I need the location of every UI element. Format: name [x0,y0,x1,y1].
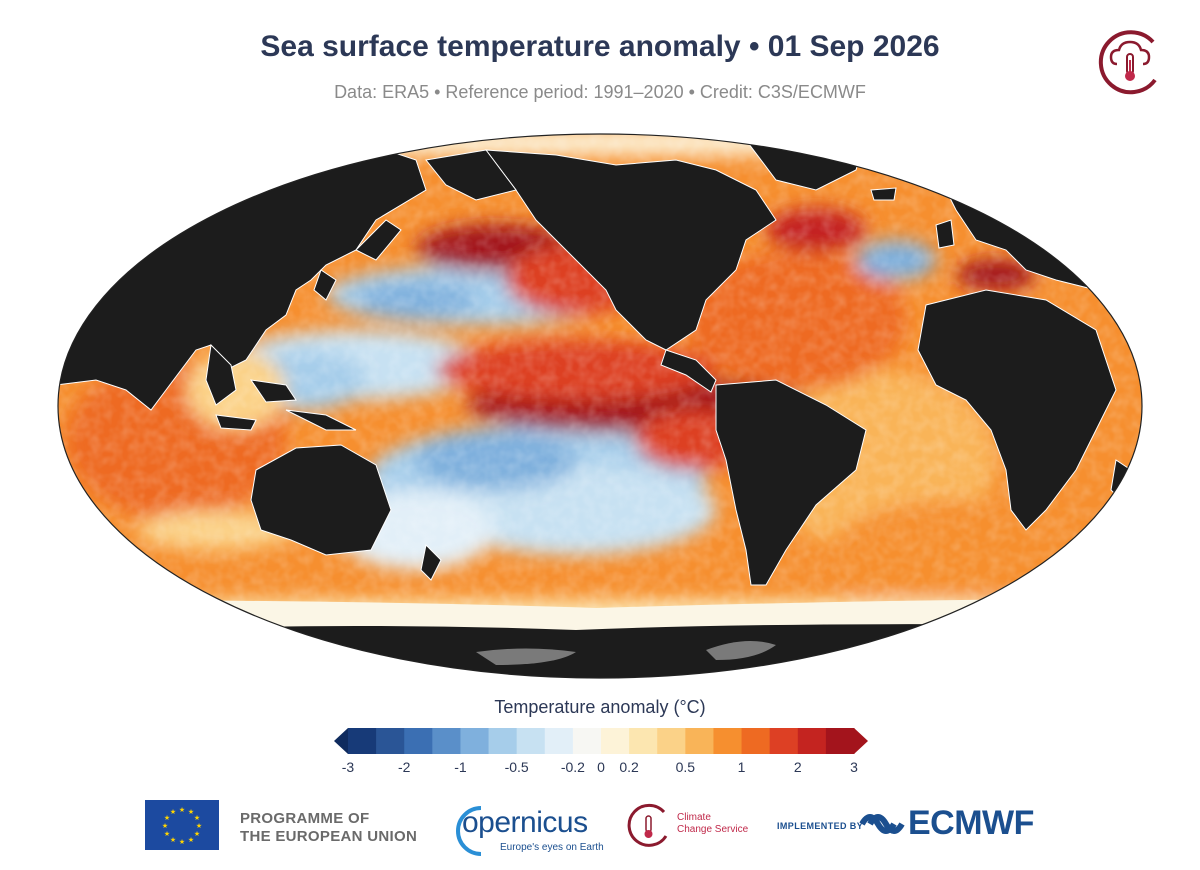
colorbar-tick-label: 0 [597,759,605,775]
svg-text:★: ★ [188,808,194,816]
colorbar-tick-label: 2 [793,759,802,775]
copernicus-logo-icon [456,806,482,856]
colorbar-swatch [797,728,827,754]
colorbar-swatch [713,728,743,754]
colorbar-tick-label: -2 [397,759,411,775]
colorbar-tick-label: 1 [737,759,746,775]
colorbar-tick-label: -0.5 [504,759,529,775]
implemented-by-text: IMPLEMENTED BY [777,821,864,831]
climate-change-service-logo-icon [627,803,668,847]
colorbar-tick-label: -1 [454,759,467,775]
colorbar-extend-low [334,728,348,754]
colorbar-swatch [572,728,602,754]
legend-title: Temperature anomaly (°C) [494,697,706,717]
colorbar-tick-label: 0.5 [675,759,696,775]
copernicus-wordmark: opernicus [462,806,588,839]
colorbar-extend-high [854,728,868,754]
footer-logos: ★ ★ ★ ★ ★ ★ ★ ★ ★ ★ ★ ★ PROGRAMME OF THE EUROPEA… [0,790,1200,870]
svg-text:★: ★ [196,822,202,830]
colorbar-swatch [432,728,461,754]
svg-text:★: ★ [179,838,185,846]
colorbar-swatch [825,728,855,754]
eu-flag-icon: ★ ★★ ★★★ ★★★ ★★★ [145,800,219,850]
world-map [56,130,1144,682]
colorbar-swatch [769,728,799,754]
svg-text:★: ★ [179,806,185,814]
page-subtitle: Data: ERA5 • Reference period: 1991–2020… [334,82,866,102]
colorbar-swatch [460,728,490,754]
colorbar-swatch [741,728,771,754]
svg-text:★: ★ [194,814,200,822]
svg-text:★: ★ [194,830,200,838]
copernicus-tagline: Europe's eyes on Earth [500,842,604,853]
colorbar-swatch [376,728,405,754]
page-title: Sea surface temperature anomaly • 01 Sep… [260,30,940,63]
colorbar-swatch [629,728,658,754]
colorbar-swatch [488,728,518,754]
colorbar-swatch [601,728,630,754]
colorbar-tick-label: 0.2 [619,759,639,775]
svg-text:★: ★ [188,836,194,844]
svg-text:★: ★ [170,808,176,816]
svg-text:★: ★ [162,822,168,830]
colorbar-swatch [657,728,686,754]
colorbar-swatch [348,728,377,754]
colorbar-swatch [516,728,546,754]
svg-text:★: ★ [170,836,176,844]
colorbar-swatch [544,728,574,754]
eu-programme-text: PROGRAMME OF THE EUROPEAN UNION [240,810,418,845]
ecmwf-logo-icon [859,814,905,834]
color-scale-bar [334,728,868,754]
ecmwf-wordmark: ECMWF [908,804,1034,842]
colorbar-swatch [685,728,714,754]
colorbar-tick-label: -3 [341,759,355,775]
svg-text:★: ★ [164,814,170,822]
ccs-text: Climate Change Service [677,812,749,835]
colorbar-swatch [404,728,433,754]
colorbar-tick-label: 3 [850,759,858,775]
colorbar-tick-label: -0.2 [560,759,585,775]
c3s-thermometer-logo-icon [1098,30,1157,95]
svg-text:★: ★ [164,830,170,838]
